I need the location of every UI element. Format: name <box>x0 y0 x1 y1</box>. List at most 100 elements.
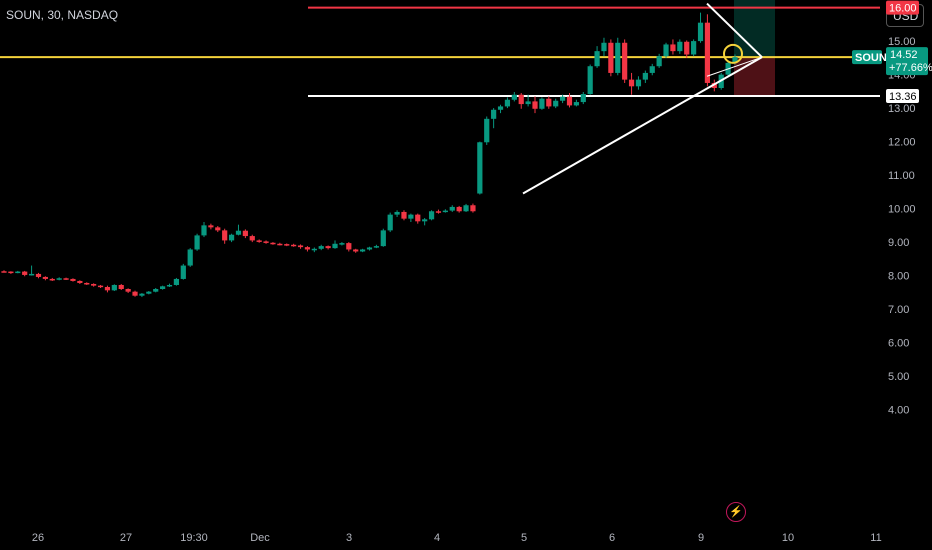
y-tick-label: 8.00 <box>888 271 909 283</box>
candle-body <box>111 284 117 291</box>
candle-body <box>691 41 697 55</box>
candle-body <box>297 245 304 248</box>
x-tick-label: 9 <box>698 532 704 544</box>
x-tick-label: 4 <box>434 532 440 544</box>
trendline-inner[interactable] <box>706 56 763 77</box>
candle-body <box>511 94 517 100</box>
candle-body <box>56 278 62 280</box>
stop-zone[interactable] <box>734 57 775 97</box>
position-tool[interactable] <box>734 0 775 97</box>
highlight-circle[interactable] <box>723 43 743 64</box>
candle-body <box>566 96 573 106</box>
candle-body <box>339 243 345 245</box>
candle-body <box>684 41 690 55</box>
candle-body <box>491 109 497 119</box>
candle-body <box>380 230 386 247</box>
candle-body <box>235 230 242 235</box>
trendline-lower[interactable] <box>522 56 763 195</box>
candle-body <box>573 102 579 106</box>
candle-body <box>463 205 469 212</box>
time-axis[interactable]: 26 27 19:30 Dec 3 4 5 6 9 10 11 <box>32 532 882 544</box>
candle-body <box>35 273 42 277</box>
candle-body <box>477 142 483 194</box>
candle-body <box>608 42 614 73</box>
candle-body <box>187 249 193 266</box>
x-tick-label: 26 <box>32 532 44 544</box>
candle-body <box>270 242 276 245</box>
candle-body <box>166 284 173 287</box>
candle-body <box>42 276 48 279</box>
candle-body <box>401 211 407 219</box>
candle-body <box>422 219 428 222</box>
candle-body <box>615 42 621 73</box>
candle-body <box>263 241 269 243</box>
candle-body <box>594 51 600 67</box>
candle-body <box>284 244 290 246</box>
candle-body <box>587 66 593 95</box>
candle-body <box>146 291 152 294</box>
candle-body <box>222 230 228 241</box>
candle-body <box>242 230 248 237</box>
candle-body <box>732 57 738 63</box>
candle-body <box>670 44 676 52</box>
price-tag-text: 16.00 <box>889 3 917 15</box>
y-tick-label: 5.00 <box>888 371 909 383</box>
price-tag <box>886 0 919 15</box>
candle-body <box>153 289 159 292</box>
y-tick-label: 4.00 <box>888 405 909 417</box>
candle-body <box>28 273 35 276</box>
candle-body <box>387 214 393 231</box>
candle-body <box>63 278 69 280</box>
candle-body <box>649 66 655 73</box>
candle-body <box>456 206 462 212</box>
candle-body <box>97 285 104 288</box>
current-price-tag <box>886 47 928 76</box>
candle-body <box>70 278 76 281</box>
candle-body <box>84 282 90 285</box>
trendline-upper[interactable] <box>706 2 763 58</box>
candle-body <box>173 278 180 285</box>
x-tick-label: 27 <box>120 532 132 544</box>
candle-body <box>504 99 511 107</box>
lightning-icon[interactable]: ⚡ <box>726 502 746 522</box>
candle-body <box>104 286 111 291</box>
x-tick-label: Dec <box>250 532 270 544</box>
candle-body <box>228 234 235 241</box>
candles <box>1 12 738 298</box>
candle-body <box>601 42 607 52</box>
candle-body <box>318 246 324 249</box>
candle-body <box>291 244 297 247</box>
x-tick-label: 3 <box>346 532 352 544</box>
candle-body <box>546 98 552 107</box>
candle-body <box>332 243 338 249</box>
candle-body <box>325 246 331 249</box>
candle-body <box>449 206 455 211</box>
x-tick-label: 6 <box>609 532 615 544</box>
candle-body <box>208 225 214 228</box>
x-tick-label: 5 <box>521 532 527 544</box>
candle-body <box>525 101 531 105</box>
candle-body <box>311 248 317 251</box>
y-tick-label: 10.00 <box>888 204 916 216</box>
y-tick-label: 13.00 <box>888 103 916 115</box>
candle-body <box>132 291 138 296</box>
candle-body <box>1 271 7 273</box>
y-tick-label: 6.00 <box>888 338 909 350</box>
triangle-drawing[interactable] <box>522 2 763 195</box>
candle-body <box>635 79 642 87</box>
candle-body <box>194 235 200 250</box>
candle-body <box>532 101 538 109</box>
candle-body <box>622 42 628 80</box>
candle-body <box>360 249 366 252</box>
candle-body <box>353 249 359 252</box>
candle-body <box>704 22 711 83</box>
candle-body <box>49 278 55 281</box>
candle-body <box>256 240 262 242</box>
candle-body <box>642 72 648 80</box>
candle-body <box>249 236 255 241</box>
candle-body <box>470 205 476 212</box>
candle-body <box>180 265 186 279</box>
candle-body <box>22 271 28 275</box>
